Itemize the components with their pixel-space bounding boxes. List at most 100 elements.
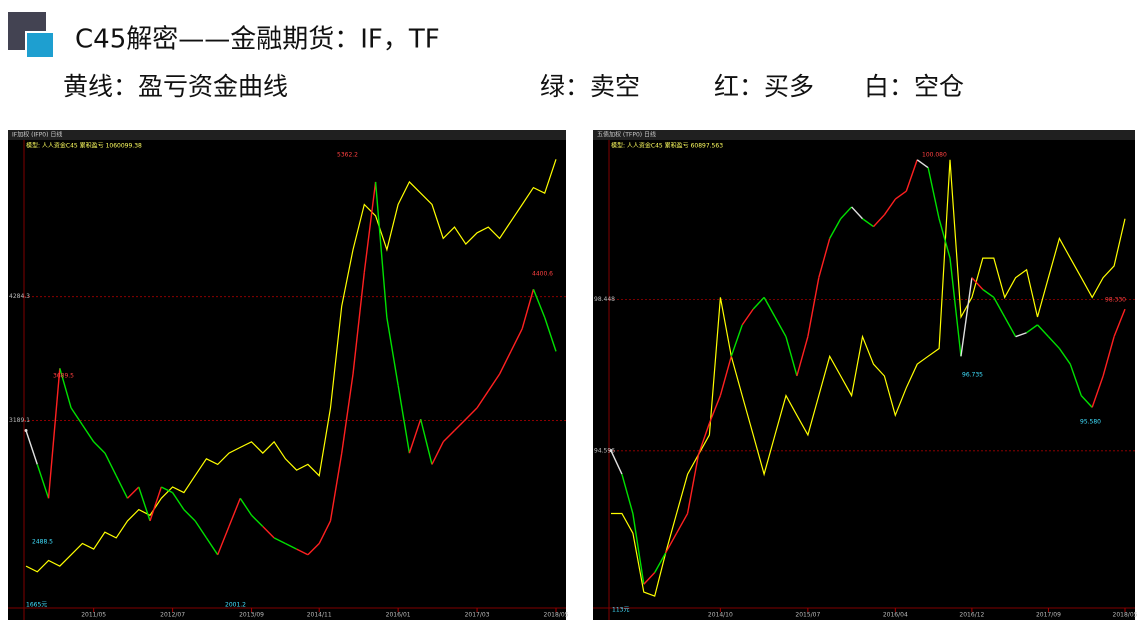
price-segment <box>59 368 72 409</box>
price-segment <box>872 214 885 228</box>
price-segment <box>544 317 557 352</box>
panel-header <box>8 130 566 140</box>
x-tick-label: 2013/09 <box>239 612 264 619</box>
price-segment <box>1102 336 1115 377</box>
annotation: 5362.2 <box>337 152 358 159</box>
price-segment <box>840 206 853 220</box>
price-segment <box>183 509 196 522</box>
chart-panel <box>8 130 566 620</box>
price-segment <box>273 537 286 545</box>
price-segment <box>971 277 984 290</box>
price-segment <box>465 407 478 420</box>
price-segment <box>686 454 700 514</box>
slide-title: C45解密——金融期货：IF，TF <box>75 25 440 55</box>
price-segment <box>862 218 874 228</box>
x-tick-label: 2016/04 <box>883 612 908 619</box>
price-segment <box>774 316 787 338</box>
price-segment <box>697 422 711 455</box>
price-segment <box>632 513 645 585</box>
price-segment <box>1036 324 1049 338</box>
price-segment <box>239 497 253 516</box>
price-segment <box>296 548 309 556</box>
price-segment <box>610 450 623 475</box>
price-segment <box>510 328 523 352</box>
price-segment <box>205 537 219 556</box>
price-segment <box>25 430 38 465</box>
price-segment <box>1047 336 1060 349</box>
price-segment <box>228 498 241 527</box>
price-segment <box>36 464 50 499</box>
price-segment <box>93 441 106 454</box>
price-segment <box>318 520 332 544</box>
price-segment <box>262 526 275 539</box>
price-segment <box>708 395 722 424</box>
price-segment <box>730 324 743 357</box>
price-segment <box>420 419 433 465</box>
price-segment <box>916 159 929 169</box>
panel-header <box>593 130 1135 140</box>
price-segment <box>1113 308 1126 337</box>
price-segment <box>251 514 264 528</box>
price-segment <box>1080 395 1093 408</box>
x-tick-label: 2016/12 <box>959 612 984 619</box>
price-segment <box>1069 363 1082 396</box>
price-segment <box>532 288 546 318</box>
price-segment <box>329 452 343 522</box>
price-segment <box>982 288 995 298</box>
y-tick-label: 4284.3 <box>9 293 30 300</box>
price-segment <box>785 336 798 377</box>
price-segment <box>643 572 656 585</box>
model-text: 模型: 人人资金C45 累积盈亏 1060099.38 <box>26 142 142 150</box>
price-segment <box>949 257 962 357</box>
price-segment <box>149 486 162 522</box>
price-segment <box>487 373 501 392</box>
legend-text: 红：买多 <box>714 72 814 101</box>
annotation: 113元 <box>612 607 629 614</box>
price-segment <box>1015 332 1027 338</box>
price-segment <box>993 297 1006 318</box>
x-tick-label: 2012/07 <box>160 612 185 619</box>
price-segment <box>341 373 354 454</box>
price-segment <box>126 486 140 499</box>
price-segment <box>796 336 809 377</box>
price-segment <box>454 418 467 431</box>
chart-panel <box>593 130 1135 620</box>
price-segment <box>829 218 842 239</box>
price-segment <box>217 526 230 556</box>
x-tick-label: 2016/01 <box>386 612 411 619</box>
annotation: 95.580 <box>1080 419 1101 426</box>
price-segment <box>476 390 489 409</box>
legend-text: 绿：卖空 <box>540 72 640 101</box>
price-segment <box>307 543 320 556</box>
price-segment <box>807 277 820 337</box>
price-segment <box>818 238 831 278</box>
legend-text: 黄线：盈亏资金曲线 <box>63 72 288 101</box>
price-segment <box>719 356 732 396</box>
annotation: 100.080 <box>922 152 947 159</box>
annotation: 4400.6 <box>532 271 553 278</box>
price-segment <box>752 296 765 310</box>
price-segment <box>285 542 297 550</box>
price-segment <box>397 385 411 454</box>
price-segment <box>498 351 512 375</box>
price-segment <box>352 272 365 375</box>
model-text: 模型: 人人资金C45 累积盈亏 60897.563 <box>611 142 723 150</box>
price-segment <box>1004 316 1017 338</box>
deco-square <box>25 31 55 59</box>
price-segment <box>363 181 377 273</box>
annotation: 3689.5 <box>53 373 74 380</box>
price-segment <box>442 430 456 443</box>
price-segment <box>81 424 95 443</box>
equity-line <box>611 159 1126 597</box>
price-segment <box>851 206 864 220</box>
y-tick-label: 94.596 <box>594 447 615 454</box>
price-segment <box>386 317 399 386</box>
price-segment <box>194 520 208 539</box>
price-segment <box>741 308 754 326</box>
x-tick-label: 2017/03 <box>465 612 490 619</box>
x-tick-label: 2014/10 <box>708 612 733 619</box>
price-segment <box>1091 375 1104 408</box>
annotation: 96.735 <box>962 372 983 379</box>
price-segment <box>894 190 907 200</box>
